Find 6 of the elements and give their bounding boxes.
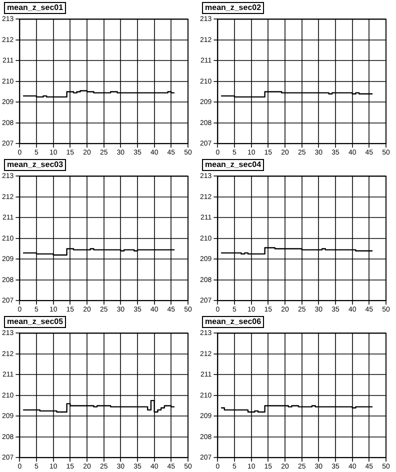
chart-title: mean_z_sec02 [202,2,264,14]
chart-title: mean_z_sec01 [4,2,66,14]
chart-title: mean_z_sec03 [4,159,66,171]
chart-title: mean_z_sec06 [202,316,264,328]
chart-title: mean_z_sec05 [4,316,66,328]
chart-title: mean_z_sec04 [202,159,264,171]
